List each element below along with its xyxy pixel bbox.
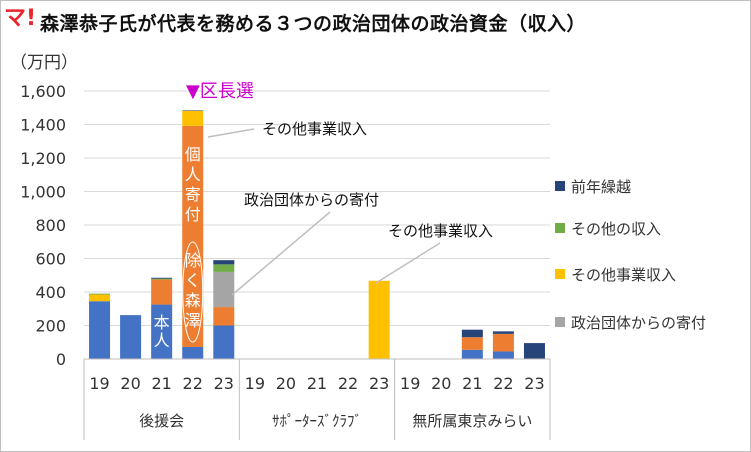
- election-annotation: ▼区長選: [186, 81, 254, 102]
- vertical-text-excluding: 除: [185, 251, 201, 270]
- group-label: 後援会: [139, 412, 184, 430]
- bar-segment: [492, 351, 514, 359]
- annotation-other-business-2: その他事業収入: [388, 222, 493, 240]
- x-tick-label: 19: [89, 374, 109, 393]
- annotation-political-donation: 政治団体からの寄付: [244, 191, 379, 209]
- bar-segment: [151, 279, 173, 305]
- callout-line: [375, 242, 441, 284]
- group-label: ｻﾎﾟｰﾀｰｽﾞｸﾗﾌﾞ: [272, 412, 362, 430]
- bar-segment: [213, 271, 235, 308]
- vertical-text-individual-donation: 付: [185, 205, 201, 224]
- vertical-text-excluding: 澤: [185, 311, 201, 330]
- legend-label: 前年繰越: [571, 177, 632, 196]
- vertical-text-individual-donation: 個: [185, 145, 201, 164]
- x-tick-label: 23: [214, 374, 234, 393]
- x-tick-label: 21: [151, 374, 171, 393]
- bar-segment: [89, 294, 111, 302]
- legend-item: その他の収入: [555, 212, 661, 244]
- y-tick-label: 1,200: [20, 149, 66, 168]
- bar-segment: [182, 346, 204, 359]
- legend-swatch: [555, 181, 565, 191]
- legend-item: 政治団体からの寄付: [555, 306, 706, 338]
- x-tick-label: 19: [400, 374, 420, 393]
- x-tick-label: 22: [183, 374, 203, 393]
- bar-segment: [213, 325, 235, 359]
- vertical-text-self: 人: [154, 331, 170, 350]
- y-tick-label: 600: [35, 250, 66, 269]
- vertical-text-individual-donation: 人: [185, 165, 201, 184]
- bar-segment: [213, 264, 235, 272]
- x-tick-label: 19: [245, 374, 265, 393]
- vertical-text-excluding: 森: [185, 291, 201, 310]
- y-tick-label: 200: [35, 317, 66, 336]
- y-tick-label: 400: [35, 283, 66, 302]
- bar-segment: [461, 329, 483, 338]
- legend-swatch: [555, 269, 565, 279]
- y-unit-label: （万円）: [10, 53, 78, 73]
- y-tick-label: 1,600: [20, 82, 66, 101]
- bar-segment: [151, 278, 173, 280]
- legend-item: その他事業収入: [555, 258, 676, 290]
- bar-segment: [151, 277, 173, 279]
- x-tick-label: 21: [462, 374, 482, 393]
- chart-title: 森澤恭子氏が代表を務める３つの政治団体の政治資金（収入）: [40, 13, 587, 35]
- x-tick-label: 20: [120, 374, 140, 393]
- bar-segment: [182, 110, 204, 126]
- y-tick-label: 1,400: [20, 116, 66, 135]
- legend-item: 前年繰越: [555, 170, 631, 202]
- x-tick-label: 23: [369, 374, 389, 393]
- legend-label: その他事業収入: [571, 265, 677, 284]
- vertical-text-self: 本: [154, 313, 170, 332]
- bar-segment: [461, 349, 483, 359]
- bar-segment: [89, 301, 111, 359]
- vertical-bracket: [182, 241, 204, 343]
- y-tick-label: 0: [56, 350, 66, 369]
- annotation-other-business-1: その他事業収入: [262, 120, 367, 138]
- bar-segment: [213, 260, 235, 265]
- x-tick-label: 20: [276, 374, 296, 393]
- legend-swatch: [555, 223, 565, 233]
- bar-segment: [182, 110, 204, 111]
- x-tick-label: 21: [307, 374, 327, 393]
- bar-segment: [368, 280, 390, 359]
- legend-label: その他の収入: [571, 219, 662, 238]
- brand-logo: マ!: [4, 6, 37, 31]
- y-tick-label: 1,000: [20, 183, 66, 202]
- x-tick-label: 23: [524, 374, 544, 393]
- bar-segment: [492, 333, 514, 352]
- bar-segment: [151, 304, 173, 359]
- y-tick-label: 800: [35, 216, 66, 235]
- vertical-text-excluding: く: [185, 271, 201, 290]
- x-tick-label: 22: [338, 374, 358, 393]
- legend-label: 政治団体からの寄付: [571, 313, 707, 332]
- callout-line: [231, 211, 331, 296]
- vertical-text-individual-donation: 寄: [185, 185, 201, 204]
- bar-segment: [213, 307, 235, 326]
- bar-segment: [120, 315, 142, 359]
- group-label: 無所属東京みらい: [412, 412, 532, 430]
- bar-segment: [523, 343, 545, 359]
- bar-segment: [89, 293, 111, 295]
- legend-swatch: [555, 317, 565, 327]
- x-tick-label: 20: [431, 374, 451, 393]
- bar-segment: [492, 331, 514, 334]
- bar-segment: [182, 125, 204, 347]
- callout-line: [207, 128, 255, 138]
- bar-segment: [461, 337, 483, 350]
- x-tick-label: 22: [493, 374, 513, 393]
